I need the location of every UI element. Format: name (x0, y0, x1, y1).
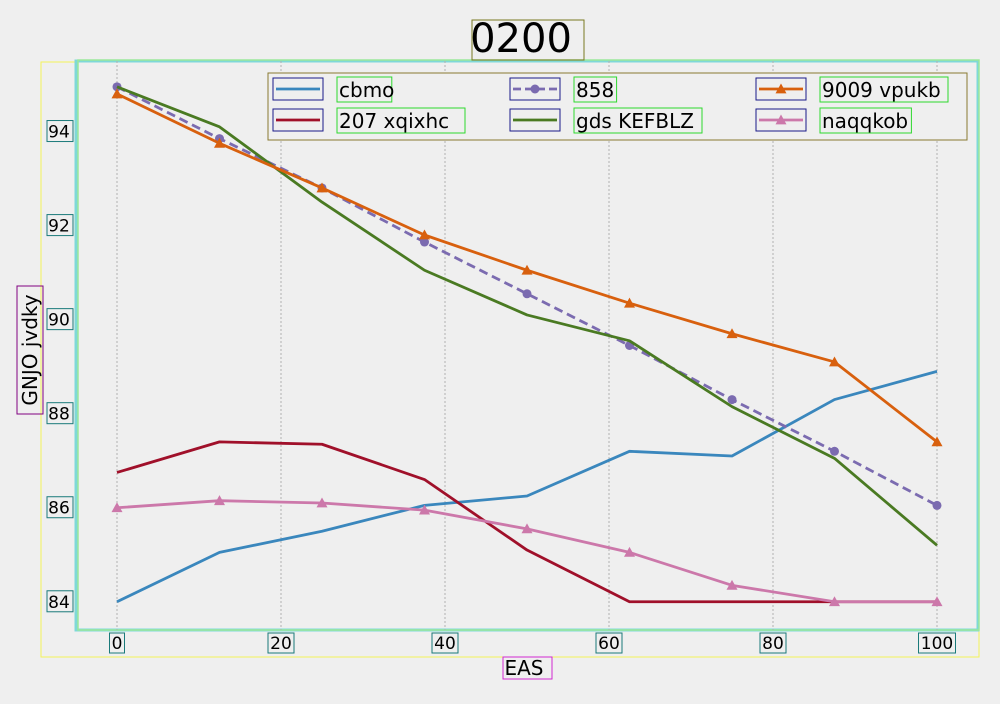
plot-area (74, 59, 980, 632)
x-tick-label-box (759, 632, 787, 654)
series-9009-vpukb (111, 88, 943, 447)
y-tick-label-box (46, 402, 74, 425)
chart-title: 0200 (470, 16, 572, 62)
y-tick-label: 90 (48, 311, 70, 331)
legend-swatch-marker (775, 83, 787, 94)
data-point (931, 436, 943, 447)
x-tick-label-box (109, 632, 125, 654)
y-tick-label-box (46, 496, 74, 519)
legend-label: gds KEFBLZ (576, 109, 694, 133)
data-point (419, 229, 430, 240)
legend-item-gds-kefblz: gds KEFBLZ (509, 107, 703, 134)
data-point (214, 495, 225, 506)
data-point (420, 237, 429, 247)
x-tick-label-box (431, 632, 459, 654)
legend-box (267, 72, 968, 141)
data-point (111, 502, 123, 513)
data-point (214, 137, 225, 148)
x-tick-label: 60 (598, 634, 620, 654)
series-naqqkob (111, 495, 943, 607)
legend-label: 9009 vpukb (822, 78, 941, 102)
legend-label: 207 xqixhc (339, 109, 449, 133)
legend-swatch-marker (530, 84, 540, 94)
y-tick-label-box (46, 308, 74, 331)
x-tick-label: 20 (270, 634, 292, 654)
legend-label-box (573, 76, 618, 103)
y-tick-label-box (46, 120, 74, 143)
y-tick-label-box (46, 590, 74, 613)
legend-swatch-marker (775, 114, 787, 125)
legend: cbmo 858 9009 vpukb 207 xqixhc gds KEFBLZ naq… (272, 76, 949, 134)
legend-item-9009-vpukb: 9009 vpukb (755, 76, 949, 103)
legend-label-box (336, 107, 466, 134)
legend-item-207-xqixhc: 207 xqixhc (272, 107, 466, 134)
x-tick-label-box (595, 632, 623, 654)
ticks: 0 20 40 60 80 100 84 86 88 90 92 94 (46, 120, 956, 654)
legend-item-cbmo: cbmo (272, 76, 394, 103)
data-point (829, 596, 840, 607)
legend-swatch-box (509, 108, 561, 132)
y-tick-label-box (46, 214, 74, 237)
series-207-xqixhc (116, 440, 937, 604)
data-point (829, 356, 840, 367)
x-axis-label: EAS (504, 656, 543, 680)
data-point (522, 289, 532, 299)
y-label-box (16, 285, 44, 415)
y-tick-label: 88 (48, 405, 70, 425)
data-point (727, 395, 737, 405)
legend-swatch-box (272, 108, 324, 132)
data-point (316, 497, 328, 508)
legend-label-box (819, 107, 912, 134)
x-tick-label: 80 (762, 634, 784, 654)
legend-item-naqqkob: naqqkob (755, 107, 912, 134)
series-layer (111, 82, 943, 607)
data-point (726, 328, 738, 339)
x-label-box (502, 656, 553, 680)
y-tick-label: 94 (48, 123, 70, 143)
y-tick-label: 84 (48, 593, 70, 613)
title-box (471, 19, 585, 61)
x-tick-label: 100 (921, 634, 953, 654)
data-point (932, 500, 942, 510)
data-point (521, 523, 533, 534)
data-point (624, 546, 635, 557)
y-tick-label: 86 (48, 499, 70, 519)
x-tick-label-box (267, 632, 295, 654)
y-tick-label: 92 (48, 217, 70, 237)
x-tick-label: 40 (434, 634, 456, 654)
data-point (830, 446, 839, 456)
series-line (116, 440, 937, 604)
legend-swatch-box (272, 77, 324, 101)
legend-swatch-box (755, 77, 807, 101)
series-line (116, 85, 938, 547)
series-line (116, 370, 938, 604)
data-point (726, 579, 738, 590)
legend-item-858: 858 (509, 76, 618, 103)
series-cbmo (116, 370, 938, 604)
legend-label: naqqkob (822, 109, 908, 133)
data-point (521, 264, 533, 275)
legend-swatch-box (755, 108, 807, 132)
legend-label-box (336, 76, 393, 103)
data-point (931, 596, 943, 607)
data-point (316, 182, 328, 193)
x-tick-label: 0 (112, 634, 123, 654)
legend-label: 858 (576, 78, 614, 102)
x-tick-label-box (918, 632, 956, 654)
data-point (111, 88, 123, 99)
series-gds-kefblz (116, 85, 938, 547)
legend-label-box (819, 76, 949, 103)
legend-label-box (573, 107, 703, 134)
data-point (624, 297, 635, 308)
y-axis-label: GNJO jvdky (18, 294, 42, 405)
legend-label: cbmo (339, 78, 394, 102)
legend-swatch-box (509, 77, 561, 101)
data-point (419, 504, 430, 515)
